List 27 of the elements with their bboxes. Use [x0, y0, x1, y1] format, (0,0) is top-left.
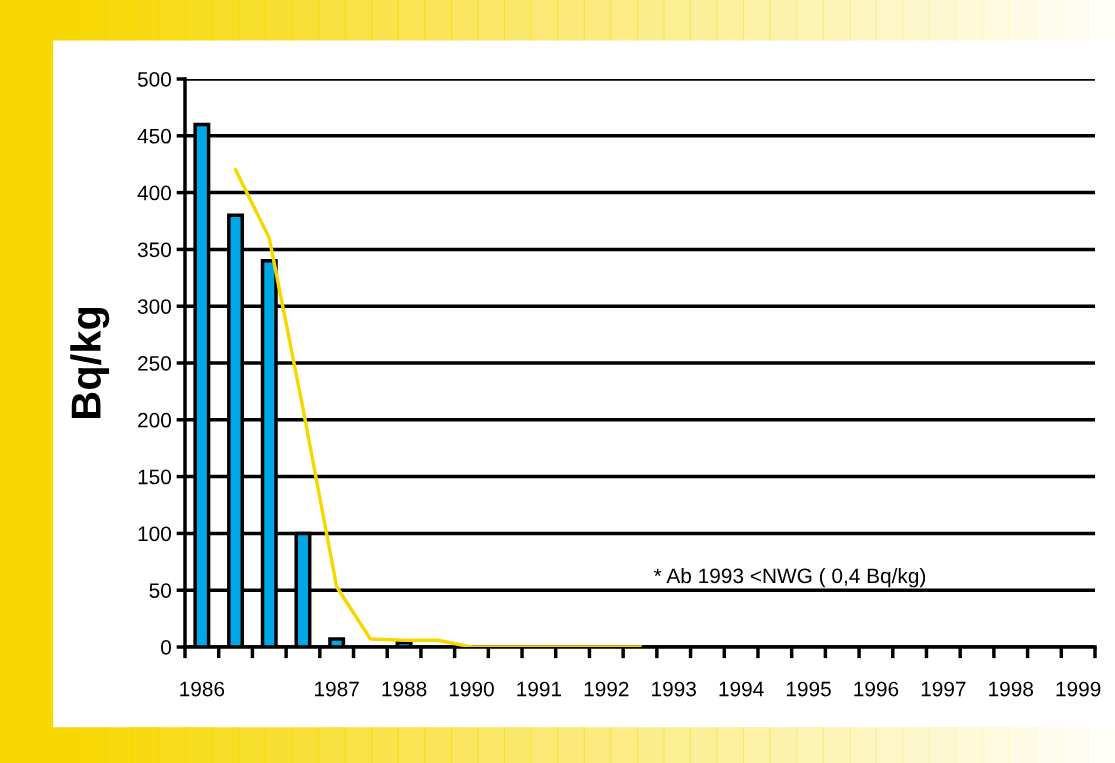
x-tick-label: 1995 — [786, 681, 831, 697]
y-tick-label: 450 — [137, 128, 171, 144]
x-tick-label: 1993 — [652, 681, 696, 697]
y-tick-label: 400 — [137, 185, 171, 201]
x-tick-label: 1997 — [921, 681, 966, 697]
y-tick-label: 500 — [137, 72, 171, 87]
x-tick-label: 1996 — [854, 681, 899, 697]
y-tick-label: 250 — [138, 356, 171, 371]
x-tick-label: 1986 — [180, 681, 225, 697]
y-tick-label: 200 — [138, 412, 171, 428]
x-tick-label: 1987 — [315, 681, 359, 697]
y-tick-label: 50 — [149, 583, 171, 598]
x-tick-label: 1998 — [989, 681, 1034, 697]
line-series — [233, 168, 642, 647]
x-tick-label: 1990 — [449, 681, 494, 697]
y-tick-label: 300 — [137, 299, 171, 314]
y-tick-label: 150 — [138, 469, 171, 485]
x-tick-label: 1994 — [719, 681, 764, 697]
x-tick-label: 1992 — [584, 681, 629, 697]
y-axis-title: Bq/kg — [70, 307, 110, 419]
x-tick-label: 1999 — [1056, 681, 1101, 697]
x-tick-label: 1988 — [382, 681, 427, 697]
annotation: * Ab 1993 <NWG ( 0,4 Bq/kg) — [653, 567, 926, 588]
y-tick-label: 0 — [161, 640, 171, 655]
y-tick-label: 350 — [137, 242, 171, 258]
y-tick-label: 100 — [138, 526, 171, 542]
x-tick-label: 1991 — [517, 681, 562, 697]
